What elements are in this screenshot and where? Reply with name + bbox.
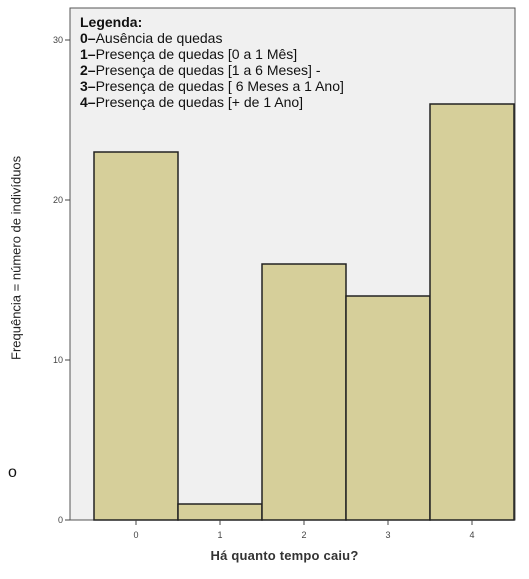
legend-entry: 2–Presença de quedas [1 a 6 Meses] -	[80, 62, 321, 78]
x-tick-label: 3	[385, 530, 390, 540]
legend-entry: 0–Ausência de quedas	[80, 30, 223, 46]
bar	[177, 503, 263, 521]
bar	[261, 263, 347, 521]
x-tick-label: 0	[133, 530, 138, 540]
legend-entry: 1–Presença de quedas [0 a 1 Mês]	[80, 46, 298, 62]
legend-entry: 4–Presença de quedas [+ de 1 Ano]	[80, 94, 304, 110]
x-tick-label: 4	[469, 530, 474, 540]
x-tick-label: 2	[301, 530, 306, 540]
y-tick-label: 30	[53, 35, 63, 45]
legend-title: Legenda:	[80, 14, 143, 30]
y-tick-label: 10	[53, 355, 63, 365]
x-tick-label: 1	[217, 530, 222, 540]
bar	[93, 151, 179, 521]
legend: Legenda: 0–Ausência de quedas 1–Presença…	[80, 14, 344, 110]
bar	[345, 295, 431, 521]
y-axis-label: Frequência = número de indivíduos	[8, 155, 24, 361]
legend-entry: 3–Presença de quedas [ 6 Meses a 1 Ano]	[80, 78, 344, 94]
y-tick-label: 20	[53, 195, 63, 205]
bar	[429, 103, 515, 521]
y-tick-label: 0	[58, 515, 63, 525]
stray-glyph: o	[8, 464, 17, 481]
x-axis-label: Há quanto tempo caiu?	[210, 548, 359, 563]
